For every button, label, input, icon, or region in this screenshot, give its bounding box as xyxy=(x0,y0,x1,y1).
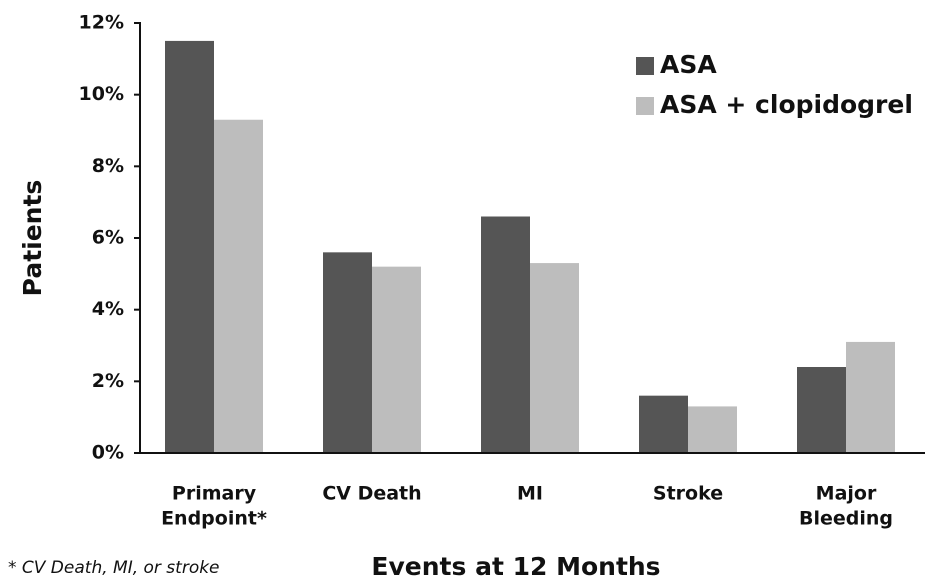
x-tick-label: Major xyxy=(816,483,877,505)
legend-swatch xyxy=(636,57,654,75)
legend-swatch xyxy=(636,97,654,115)
bar xyxy=(639,395,688,453)
x-tick-label: MI xyxy=(517,483,543,505)
y-tick-label: 10% xyxy=(79,83,124,105)
x-tick-label: Endpoint* xyxy=(161,508,267,530)
bar xyxy=(530,263,579,453)
bar xyxy=(481,216,530,453)
bar xyxy=(846,341,895,453)
bar xyxy=(165,40,214,454)
legend-label: ASA xyxy=(660,50,717,79)
bar xyxy=(372,266,421,453)
y-tick-label: 4% xyxy=(92,298,124,320)
x-axis-label: Events at 12 Months xyxy=(371,552,660,581)
bar xyxy=(797,367,846,453)
bar xyxy=(214,119,263,453)
y-tick-label: 6% xyxy=(92,227,124,249)
y-tick-label: 0% xyxy=(92,442,124,464)
x-tick-label: CV Death xyxy=(322,483,421,505)
y-tick-label: 8% xyxy=(92,155,124,177)
y-tick-label: 12% xyxy=(79,12,124,34)
legend-label: ASA + clopidogrel xyxy=(660,90,913,119)
x-tick-label: Primary xyxy=(172,483,257,505)
x-tick-label: Bleeding xyxy=(799,508,893,530)
y-tick-label: 2% xyxy=(92,370,124,392)
footnote: * CV Death, MI, or stroke xyxy=(8,558,220,578)
x-tick-label: Stroke xyxy=(653,483,723,505)
y-axis-label: Patients xyxy=(18,180,47,297)
bar xyxy=(323,252,372,453)
bar xyxy=(688,406,737,453)
